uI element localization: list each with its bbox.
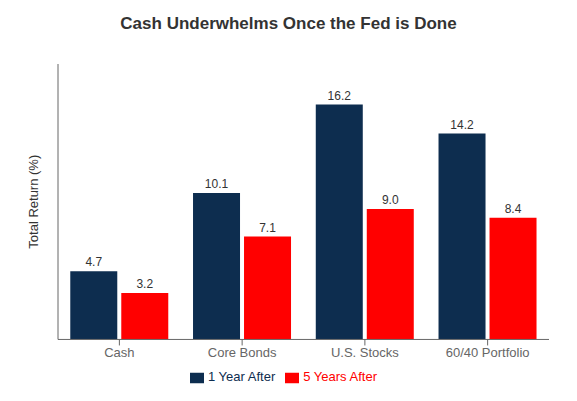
svg-text:16.2: 16.2 bbox=[328, 89, 352, 103]
html-text:Cash Underwhelms Once the Fed: Cash Underwhelms Once the Fed is Done bbox=[120, 14, 457, 33]
svg-text:60/40 Portfolio: 60/40 Portfolio bbox=[446, 345, 530, 360]
svg-text:3.2: 3.2 bbox=[136, 277, 153, 291]
svg-text:10.1: 10.1 bbox=[205, 177, 229, 191]
svg-text:U.S. Stocks: U.S. Stocks bbox=[331, 345, 399, 360]
svg-text:14.2: 14.2 bbox=[450, 118, 474, 132]
svg-text:Core Bonds: Core Bonds bbox=[208, 345, 277, 360]
svg-text:7.1: 7.1 bbox=[259, 221, 276, 235]
html-text:5 Years After: 5 Years After bbox=[303, 369, 377, 385]
html-text:1 Year After: 1 Year After bbox=[208, 369, 276, 385]
svg-text:4.7: 4.7 bbox=[85, 255, 102, 269]
svg-text:8.4: 8.4 bbox=[505, 202, 522, 216]
svg-text:Cash: Cash bbox=[104, 345, 134, 360]
svg-text:9.0: 9.0 bbox=[382, 193, 399, 207]
svg-text:Total Return (%): Total Return (%) bbox=[26, 155, 41, 249]
